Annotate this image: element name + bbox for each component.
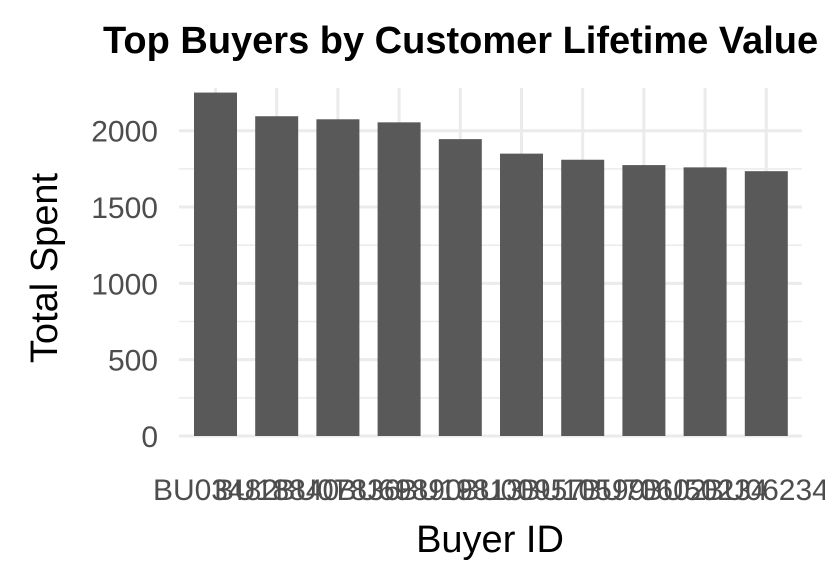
x-tick-labels: BU03482BU18840BU07836BU69890BU19813BU009…	[153, 474, 825, 507]
y-tick-label: 1500	[91, 192, 158, 225]
bar	[438, 139, 482, 436]
y-tick-label: 2000	[91, 116, 158, 149]
bar	[316, 119, 360, 436]
bar	[377, 122, 421, 436]
bar	[744, 171, 788, 436]
x-tick-label: BU06234	[704, 474, 825, 507]
x-tick-label: BU07836	[275, 474, 400, 507]
bar	[194, 92, 237, 436]
y-tick-label: 500	[108, 345, 158, 378]
x-tick-label: BU69890	[337, 474, 462, 507]
x-tick-label: BU03482	[153, 474, 278, 507]
x-tick-label: BU10599	[520, 474, 645, 507]
bar	[500, 153, 543, 436]
x-axis-title: Buyer ID	[416, 519, 564, 561]
y-tick-labels: 0 500 1000 1500 2000	[91, 116, 158, 454]
bar	[255, 116, 299, 436]
x-tick-label: BU00957	[459, 474, 584, 507]
chart-title: Top Buyers by Customer Lifetime Value	[103, 20, 818, 62]
x-tick-label: BU18840	[214, 474, 339, 507]
x-tick-label: BU50234	[643, 474, 768, 507]
x-tick-label: BU19813	[398, 474, 523, 507]
y-tick-label: 0	[141, 421, 158, 454]
bar	[561, 159, 605, 436]
bar	[622, 165, 666, 436]
bar	[683, 167, 727, 437]
y-axis-title: Total Spent	[24, 172, 66, 363]
bars	[194, 92, 788, 437]
y-tick-label: 1000	[91, 268, 158, 301]
x-tick-label: BU70602	[581, 474, 706, 507]
